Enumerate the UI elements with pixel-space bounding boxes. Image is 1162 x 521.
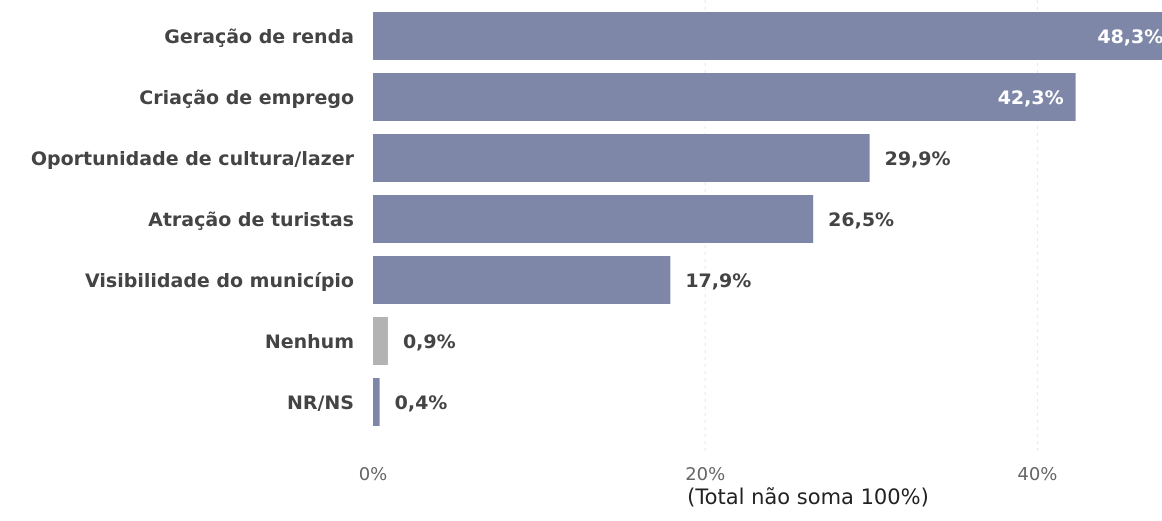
bar-2	[373, 134, 870, 182]
value-label-3: 26,5%	[828, 209, 894, 231]
x-tick-label-20: 20%	[685, 464, 725, 485]
category-label-2: Oportunidade de cultura/lazer	[31, 148, 355, 170]
value-labels: 48,3% 42,3% 29,9% 26,5% 17,9% 0,9% 0,4%	[395, 26, 1162, 414]
bar-6	[373, 378, 380, 426]
category-label-1: Criação de emprego	[139, 87, 354, 109]
bar-0	[373, 12, 1162, 60]
value-label-5: 0,9%	[403, 331, 456, 353]
bar-1	[373, 73, 1076, 121]
x-tick-label-0: 0%	[359, 464, 388, 485]
x-axis-title: (Total não soma 100%)	[687, 485, 929, 509]
category-label-5: Nenhum	[265, 331, 354, 353]
value-label-2: 29,9%	[885, 148, 951, 170]
bar-3	[373, 195, 814, 243]
value-label-0: 48,3%	[1097, 26, 1162, 48]
category-label-3: Atração de turistas	[148, 209, 354, 231]
category-labels: Geração de renda Criação de emprego Oportu…	[31, 26, 355, 414]
x-tick-label-40: 40%	[1017, 464, 1057, 485]
value-label-4: 17,9%	[685, 270, 751, 292]
category-label-4: Visibilidade do município	[85, 270, 354, 292]
bars	[373, 12, 1162, 426]
value-label-1: 42,3%	[998, 87, 1064, 109]
category-label-0: Geração de renda	[164, 26, 354, 48]
bar-5	[373, 317, 388, 365]
value-label-6: 0,4%	[395, 392, 448, 414]
x-tick-labels: 0% 20% 40%	[359, 464, 1058, 485]
category-label-6: NR/NS	[287, 392, 354, 414]
bar-4	[373, 256, 671, 304]
